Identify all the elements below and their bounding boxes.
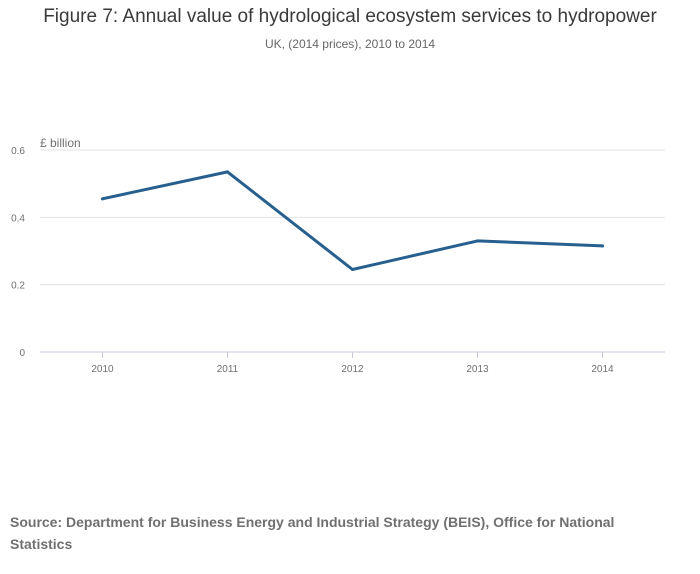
series-layer <box>101 170 604 272</box>
x-tick-label: 2010 <box>91 364 114 375</box>
data-point <box>601 244 604 248</box>
y-tick-label: 0 <box>19 348 25 359</box>
source-note: Source: Department for Business Energy a… <box>10 514 615 552</box>
x-axis <box>40 351 665 358</box>
y-tick-label: 0.4 <box>11 213 25 224</box>
chart-title: Figure 7: Annual value of hydrological e… <box>43 6 657 27</box>
x-tick-label: 2013 <box>466 364 489 375</box>
chart-subtitle: UK, (2014 prices), 2010 to 2014 <box>264 37 436 51</box>
y-tick-label: 0.6 <box>11 146 25 157</box>
data-point <box>351 268 354 272</box>
data-point <box>476 239 479 243</box>
line-chart: 0 0.2 0.4 0.6 2010 2011 2012 2013 2014 £ billio… <box>11 136 665 375</box>
y-tick-label: 0.2 <box>11 281 25 292</box>
data-point <box>101 197 104 201</box>
x-tick-label: 2012 <box>341 364 364 375</box>
y-axis-unit-label: £ billion <box>40 136 81 150</box>
x-tick-label: 2014 <box>591 364 614 375</box>
x-tick-label: 2011 <box>217 364 239 375</box>
data-point <box>226 170 229 174</box>
x-axis-tick-labels: 2010 2011 2012 2013 2014 <box>91 364 614 375</box>
grid-lines <box>40 149 665 286</box>
series-line <box>101 170 604 271</box>
y-axis-tick-labels: 0 0.2 0.4 0.6 <box>11 146 25 359</box>
